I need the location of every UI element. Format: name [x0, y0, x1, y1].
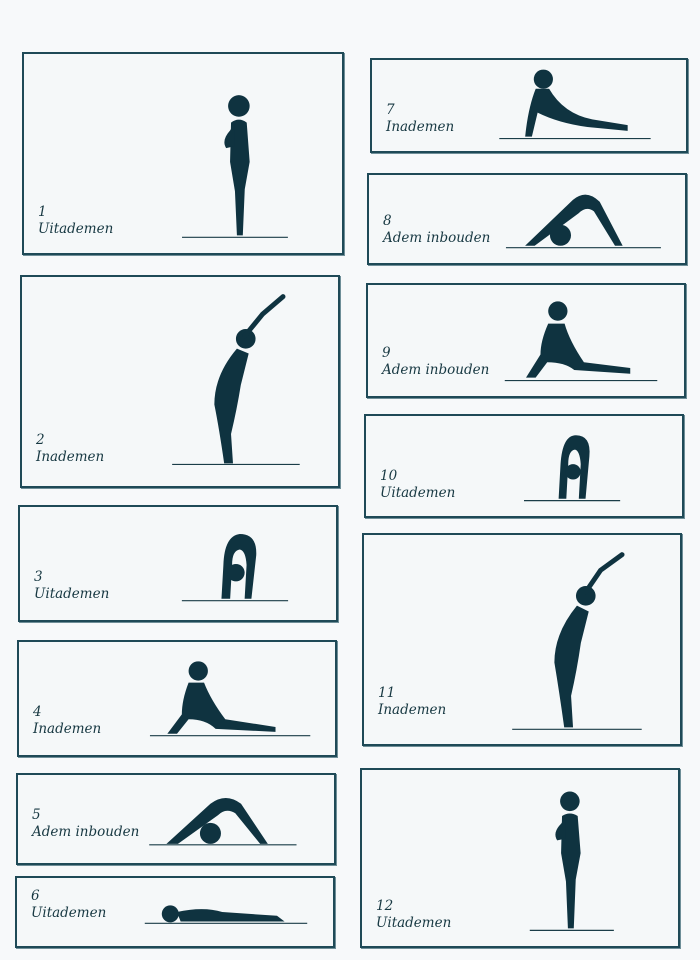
pose-number: 3 — [34, 569, 43, 585]
pose-panel-3: 3 Uitademen — [18, 505, 338, 622]
lunge-figure-icon — [149, 661, 311, 737]
pose-label: Uitademen — [38, 221, 114, 237]
pose-label: Inademen — [386, 119, 455, 135]
pose-number: 8 — [383, 213, 392, 229]
pose-panel-12: 12 Uitademen — [360, 768, 680, 948]
pose-panel-10: 10 Uitademen — [364, 414, 684, 518]
forward-bend-figure-icon — [524, 435, 621, 502]
standing-prayer-figure-icon — [529, 791, 614, 931]
downward-dog-figure-icon — [149, 797, 297, 846]
pose-label: Uitademen — [376, 915, 452, 931]
pose-number: 10 — [380, 468, 398, 484]
downward-dog-figure-icon — [505, 194, 661, 249]
lunge-figure-icon — [504, 301, 658, 382]
pose-label: Inademen — [36, 449, 105, 465]
pose-label: Adem inbouden — [32, 824, 140, 840]
pose-panel-4: 4 Inademen — [17, 640, 337, 757]
pose-panel-1: 1 Uitademen — [22, 52, 344, 255]
pose-number: 2 — [36, 432, 45, 448]
pose-label: Inademen — [378, 702, 447, 718]
pose-panel-6: 6 Uitademen — [15, 876, 335, 948]
pose-number: 11 — [378, 685, 396, 701]
pose-number: 12 — [376, 898, 394, 914]
pose-panel-11: 11 Inademen — [362, 533, 682, 746]
pose-panel-9: 9 Adem inbouden — [366, 283, 686, 398]
pose-label: Uitademen — [31, 905, 107, 921]
prone-figure-icon — [144, 905, 308, 924]
pose-number: 6 — [31, 888, 40, 904]
pose-panel-7: 7 Inademen — [370, 58, 688, 153]
cobra-figure-icon — [499, 69, 651, 140]
pose-number: 4 — [33, 704, 42, 720]
standing-prayer-figure-icon — [182, 95, 288, 238]
pose-label: Uitademen — [34, 586, 110, 602]
pose-label: Uitademen — [380, 485, 456, 501]
pose-panel-5: 5 Adem inbouden — [16, 773, 336, 865]
pose-number: 7 — [386, 102, 395, 118]
pose-panel-2: 2 Inademen — [20, 275, 340, 488]
pose-label: Adem inbouden — [383, 230, 491, 246]
pose-number: 9 — [382, 345, 391, 361]
pose-label: Adem inbouden — [382, 362, 490, 378]
pose-number: 5 — [32, 807, 41, 823]
pose-label: Inademen — [33, 721, 102, 737]
backbend-figure-icon — [172, 294, 300, 466]
forward-bend-figure-icon — [181, 534, 289, 602]
pose-panel-8: 8 Adem inbouden — [367, 173, 687, 265]
backbend-figure-icon — [512, 552, 642, 730]
pose-number: 1 — [38, 204, 47, 220]
